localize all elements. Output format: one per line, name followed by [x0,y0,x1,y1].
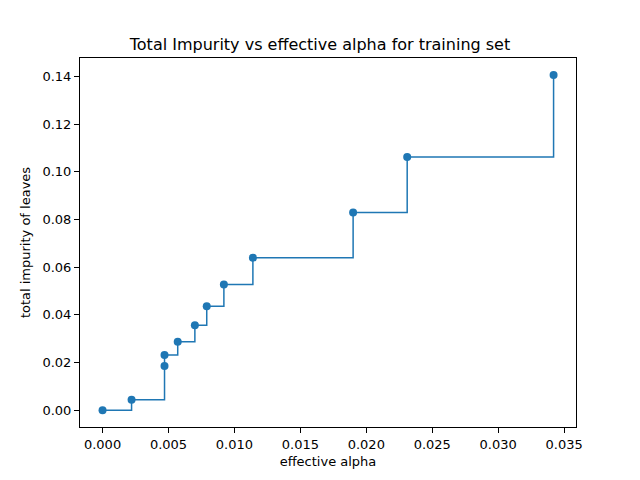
svg-text:0.010: 0.010 [216,437,253,452]
svg-text:0.04: 0.04 [42,307,71,322]
svg-text:effective alpha: effective alpha [280,454,377,469]
svg-text:0.08: 0.08 [42,212,71,227]
svg-text:0.06: 0.06 [42,260,71,275]
svg-text:0.12: 0.12 [42,117,71,132]
svg-text:0.02: 0.02 [42,355,71,370]
svg-text:0.025: 0.025 [414,437,451,452]
svg-text:0.020: 0.020 [348,437,385,452]
svg-text:0.030: 0.030 [480,437,517,452]
svg-text:0.14: 0.14 [42,69,71,84]
svg-text:0.000: 0.000 [84,437,121,452]
svg-text:0.10: 0.10 [42,164,71,179]
svg-text:0.015: 0.015 [282,437,319,452]
svg-text:0.035: 0.035 [546,437,583,452]
svg-text:0.00: 0.00 [42,403,71,418]
svg-text:Total Impurity vs effective al: Total Impurity vs effective alpha for tr… [129,35,510,54]
svg-text:total impurity of leaves: total impurity of leaves [18,167,33,318]
svg-text:0.005: 0.005 [150,437,187,452]
